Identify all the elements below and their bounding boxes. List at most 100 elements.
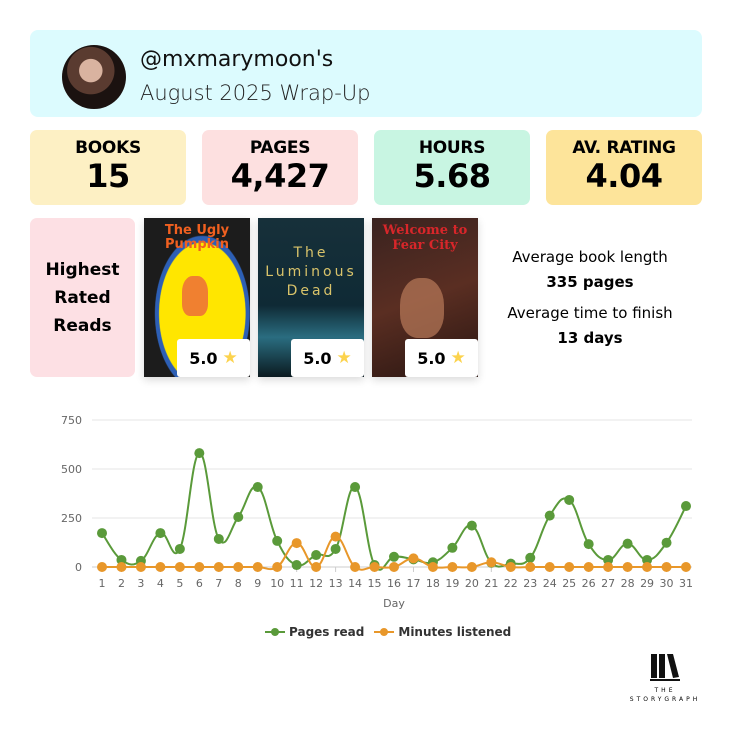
star-icon: ★ — [450, 348, 466, 368]
data-point — [661, 562, 672, 572]
data-point — [97, 562, 107, 572]
data-point — [155, 528, 166, 539]
avg-time-value: 13 days — [557, 329, 623, 347]
legend-item-minutes[interactable]: Minutes listened — [374, 625, 511, 639]
cover-title: Welcome to Fear City — [382, 223, 468, 253]
stat-value: 4.04 — [585, 157, 663, 195]
data-point — [369, 562, 380, 572]
x-tick-label: 18 — [426, 577, 440, 590]
data-point — [622, 538, 633, 549]
rating-badge: 5.0 ★ — [405, 339, 478, 377]
book-cover-welcome-fear-city[interactable]: Welcome to Fear City 5.0 ★ — [372, 218, 478, 377]
data-point — [194, 448, 205, 459]
rating-badge: 5.0 ★ — [177, 339, 250, 377]
book-cover-luminous-dead[interactable]: The Luminous Dead 5.0 ★ — [258, 218, 364, 377]
data-point — [291, 560, 302, 571]
data-point — [603, 554, 614, 565]
data-point — [642, 554, 653, 565]
cover-title: The Luminous Dead — [265, 245, 357, 299]
data-point — [272, 535, 283, 546]
x-tick-label: 28 — [621, 577, 635, 590]
data-point — [622, 562, 633, 572]
data-point — [661, 537, 672, 548]
logo-text-the: THE — [654, 687, 676, 694]
data-point — [681, 562, 691, 572]
data-point — [252, 482, 263, 493]
data-point — [350, 562, 361, 572]
data-point — [466, 562, 477, 572]
data-point — [330, 543, 341, 554]
x-tick-label: 3 — [137, 577, 144, 590]
storygraph-logo: THE STORYGRAPH — [625, 652, 705, 704]
data-point — [233, 562, 244, 572]
avatar — [62, 45, 126, 109]
data-point — [603, 562, 614, 572]
stat-label: BOOKS — [75, 138, 141, 158]
x-tick-label: 10 — [270, 577, 284, 590]
data-point — [155, 562, 166, 572]
y-tick-label: 500 — [61, 463, 82, 476]
username: @mxmarymoon's — [140, 47, 334, 72]
girl-illustration — [400, 278, 444, 338]
chart-legend: Pages read Minutes listened — [265, 625, 511, 639]
data-point — [311, 550, 322, 561]
x-tick-label: 30 — [660, 577, 674, 590]
avg-length-label: Average book length — [512, 248, 668, 266]
rating-value: 5.0 — [189, 348, 218, 368]
cover-title: The Ugly Pumpkin — [164, 223, 230, 252]
x-tick-label: 12 — [309, 577, 323, 590]
x-tick-label: 31 — [679, 577, 693, 590]
rating-badge: 5.0 ★ — [291, 339, 364, 377]
star-icon: ★ — [336, 348, 352, 368]
x-tick-label: 11 — [290, 577, 304, 590]
x-tick-label: 7 — [215, 577, 222, 590]
x-tick-label: 15 — [368, 577, 382, 590]
legend-marker-icon — [374, 628, 395, 636]
x-tick-label: 23 — [523, 577, 537, 590]
stat-value: 5.68 — [413, 157, 491, 195]
data-point — [389, 562, 399, 572]
x-tick-label: 1 — [99, 577, 106, 590]
data-point — [389, 551, 399, 562]
data-point — [135, 562, 146, 572]
stat-value: 15 — [86, 157, 130, 195]
x-tick-label: 9 — [254, 577, 261, 590]
y-tick-label: 0 — [75, 561, 82, 574]
x-tick-label: 5 — [176, 577, 183, 590]
x-tick-label: 14 — [348, 577, 362, 590]
avg-time-label: Average time to finish — [507, 304, 673, 322]
x-tick-label: 2 — [118, 577, 125, 590]
stat-label: PAGES — [249, 138, 311, 158]
data-point — [525, 562, 536, 572]
data-point — [642, 562, 653, 572]
data-point — [544, 510, 555, 521]
data-point — [252, 562, 263, 572]
data-point — [447, 562, 458, 572]
legend-marker-icon — [265, 628, 285, 636]
data-point — [233, 512, 244, 523]
x-tick-label: 27 — [601, 577, 615, 590]
data-point — [583, 562, 594, 572]
book-cover-ugly-pumpkin[interactable]: The Ugly Pumpkin 5.0 ★ — [144, 218, 250, 377]
x-tick-label: 17 — [406, 577, 420, 590]
data-point — [427, 562, 438, 572]
x-tick-label: 26 — [582, 577, 596, 590]
wrap-up-title: August 2025 Wrap-Up — [140, 81, 371, 105]
highest-rated-label: Highest Rated Reads — [30, 218, 135, 377]
data-point — [583, 539, 594, 550]
x-tick-label: 24 — [543, 577, 557, 590]
data-point — [447, 542, 458, 553]
x-tick-label: 6 — [196, 577, 203, 590]
x-tick-label: 25 — [562, 577, 576, 590]
x-tick-label: 4 — [157, 577, 164, 590]
x-tick-label: 20 — [465, 577, 479, 590]
x-tick-label: 22 — [504, 577, 518, 590]
x-axis-label: Day — [383, 597, 405, 610]
data-point — [213, 562, 224, 572]
data-point — [97, 528, 107, 539]
pumpkin-illustration — [182, 276, 208, 316]
data-point — [525, 552, 536, 563]
data-point — [116, 562, 127, 572]
legend-item-pages[interactable]: Pages read — [265, 625, 364, 639]
